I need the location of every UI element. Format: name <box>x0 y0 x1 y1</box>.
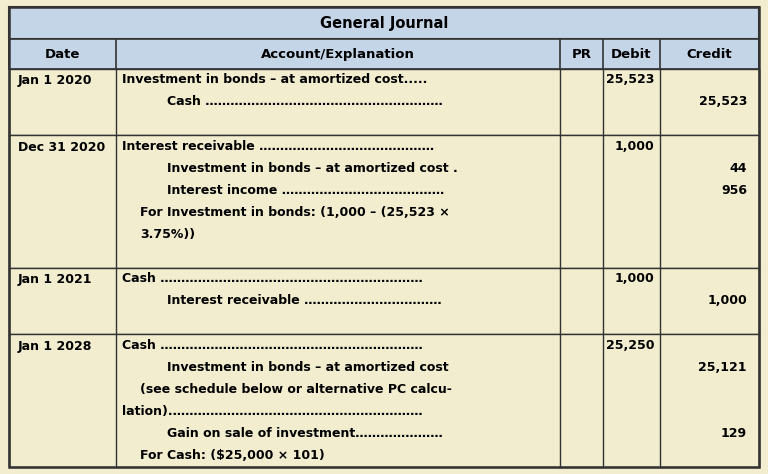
Text: Date: Date <box>45 47 80 61</box>
Bar <box>9 69 759 135</box>
Text: Cash ………………………………………………………: Cash ……………………………………………………… <box>122 273 423 285</box>
Text: Jan 1 2020: Jan 1 2020 <box>18 74 92 87</box>
Text: Interest receivable ……………………………………: Interest receivable …………………………………… <box>122 140 435 153</box>
Text: 25,121: 25,121 <box>698 361 747 374</box>
Text: For Cash: ($25,000 × 101): For Cash: ($25,000 × 101) <box>140 449 325 462</box>
Text: Interest receivable ……………………………: Interest receivable …………………………… <box>167 294 442 308</box>
Text: Cash …………………………………………………: Cash ………………………………………………… <box>167 95 442 109</box>
Bar <box>9 135 759 268</box>
Text: Investment in bonds – at amortized cost .: Investment in bonds – at amortized cost … <box>167 162 458 175</box>
Text: Interest income …………………………………: Interest income ………………………………… <box>167 184 444 197</box>
Bar <box>9 7 759 39</box>
Text: Cash ………………………………………………………: Cash ……………………………………………………… <box>122 339 423 352</box>
Text: For Investment in bonds: (1,000 – (25,523 ×: For Investment in bonds: (1,000 – (25,52… <box>140 206 450 219</box>
Text: Investment in bonds – at amortized cost.....: Investment in bonds – at amortized cost.… <box>122 73 428 86</box>
Text: 956: 956 <box>721 184 747 197</box>
Text: Debit: Debit <box>611 47 651 61</box>
Text: Account/Explanation: Account/Explanation <box>261 47 415 61</box>
Text: 25,250: 25,250 <box>606 339 654 352</box>
Text: lation).……………………………………………………: lation).…………………………………………………… <box>122 405 423 418</box>
Bar <box>9 39 759 69</box>
Text: 25,523: 25,523 <box>606 73 654 86</box>
Text: General Journal: General Journal <box>319 16 449 31</box>
Text: PR: PR <box>571 47 591 61</box>
Text: 1,000: 1,000 <box>614 273 654 285</box>
Text: Gain on sale of investment…………………: Gain on sale of investment………………… <box>167 427 442 440</box>
Text: Jan 1 2021: Jan 1 2021 <box>18 273 92 286</box>
Text: Investment in bonds – at amortized cost: Investment in bonds – at amortized cost <box>167 361 449 374</box>
Text: Credit: Credit <box>687 47 732 61</box>
Text: Dec 31 2020: Dec 31 2020 <box>18 141 105 154</box>
Text: 3.75%)): 3.75%)) <box>140 228 195 241</box>
Text: 25,523: 25,523 <box>699 95 747 109</box>
Text: 1,000: 1,000 <box>614 140 654 153</box>
Text: (see schedule below or alternative PC calcu-: (see schedule below or alternative PC ca… <box>140 383 452 396</box>
Bar <box>9 334 759 467</box>
Text: 44: 44 <box>730 162 747 175</box>
Text: 1,000: 1,000 <box>707 294 747 308</box>
Bar <box>9 268 759 334</box>
Text: Jan 1 2028: Jan 1 2028 <box>18 340 92 353</box>
Text: 129: 129 <box>721 427 747 440</box>
